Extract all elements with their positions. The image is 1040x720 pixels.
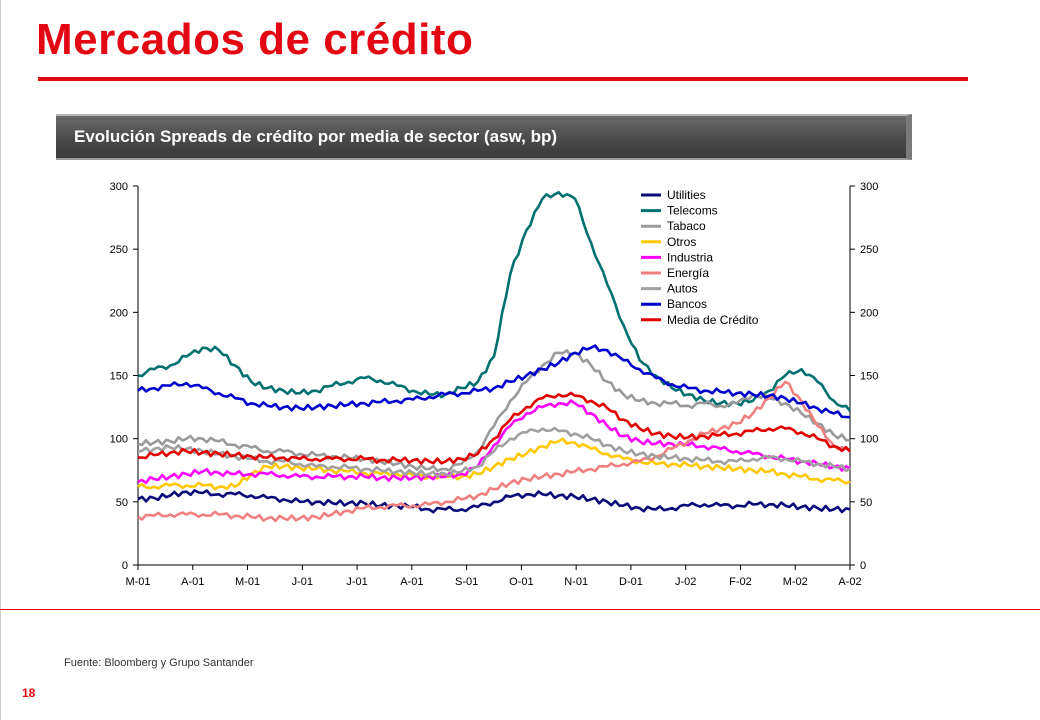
y-tick-label-right: 200	[860, 307, 878, 319]
legend-label: Telecoms	[667, 204, 718, 218]
y-tick-label-right: 50	[860, 497, 872, 509]
footer-rule	[0, 609, 1040, 610]
chart-title-banner: Evolución Spreads de crédito por media d…	[56, 114, 912, 160]
legend-label: Tabaco	[667, 219, 706, 233]
x-tick-label: M-01	[235, 576, 260, 588]
y-tick-label-right: 100	[860, 434, 878, 446]
legend-label: Otros	[667, 235, 696, 249]
source-note: Fuente: Bloomberg y Grupo Santander	[64, 657, 254, 669]
left-border-rule	[0, 0, 1, 720]
y-tick-label-left: 250	[110, 244, 128, 256]
x-tick-label: A-01	[181, 576, 204, 588]
series-line-telecoms	[137, 191, 852, 412]
x-tick-label: F-02	[729, 576, 752, 588]
page-number: 18	[22, 686, 36, 700]
chart-series	[137, 191, 852, 523]
x-tick-label: N-01	[564, 576, 588, 588]
y-tick-label-right: 300	[860, 181, 878, 193]
x-tick-label: O-01	[509, 576, 533, 588]
y-tick-label-left: 100	[110, 434, 128, 446]
series-line-media-de-cr-dito	[137, 391, 851, 465]
series-line-utilities	[137, 489, 851, 514]
y-tick-label-right: 0	[860, 560, 866, 572]
y-tick-label-right: 250	[860, 244, 878, 256]
legend-label: Autos	[667, 282, 698, 296]
x-tick-label: J-01	[292, 576, 313, 588]
y-tick-label-right: 150	[860, 371, 878, 383]
legend-label: Energía	[667, 266, 709, 280]
y-tick-label-left: 0	[122, 560, 128, 572]
y-tick-label-left: 150	[110, 371, 128, 383]
title-underline	[38, 77, 968, 81]
series-line-tabaco	[137, 349, 851, 473]
series-line-bancos	[137, 344, 851, 419]
x-tick-label: A-02	[838, 576, 861, 588]
legend-label: Media de Crédito	[667, 313, 759, 327]
x-tick-label: J-01	[346, 576, 367, 588]
x-tick-label: M-02	[783, 576, 808, 588]
y-tick-label-left: 300	[110, 181, 128, 193]
series-line-industria	[137, 399, 851, 485]
legend-label: Utilities	[667, 188, 706, 202]
x-tick-label: M-01	[125, 576, 150, 588]
x-tick-label: A-01	[400, 576, 423, 588]
page-title: Mercados de crédito	[36, 15, 474, 64]
chart-title: Evolución Spreads de crédito por media d…	[74, 127, 558, 146]
y-tick-label-left: 200	[110, 307, 128, 319]
y-tick-label-left: 50	[116, 497, 128, 509]
legend-label: Bancos	[667, 297, 707, 311]
x-tick-label: D-01	[619, 576, 643, 588]
x-tick-label: J-02	[675, 576, 696, 588]
series-line-energ-a	[137, 380, 851, 523]
chart-axes: 0 50 100 150 200 250 300 0 50 100 150 200 250 300 M-01…	[110, 181, 879, 588]
series-line-otros	[137, 437, 851, 491]
line-chart: 0 50 100 150 200 250 300 0 50 100 150 200 250 300 M-01…	[110, 181, 879, 588]
x-tick-label: S-01	[455, 576, 478, 588]
legend-label: Industria	[667, 250, 713, 264]
